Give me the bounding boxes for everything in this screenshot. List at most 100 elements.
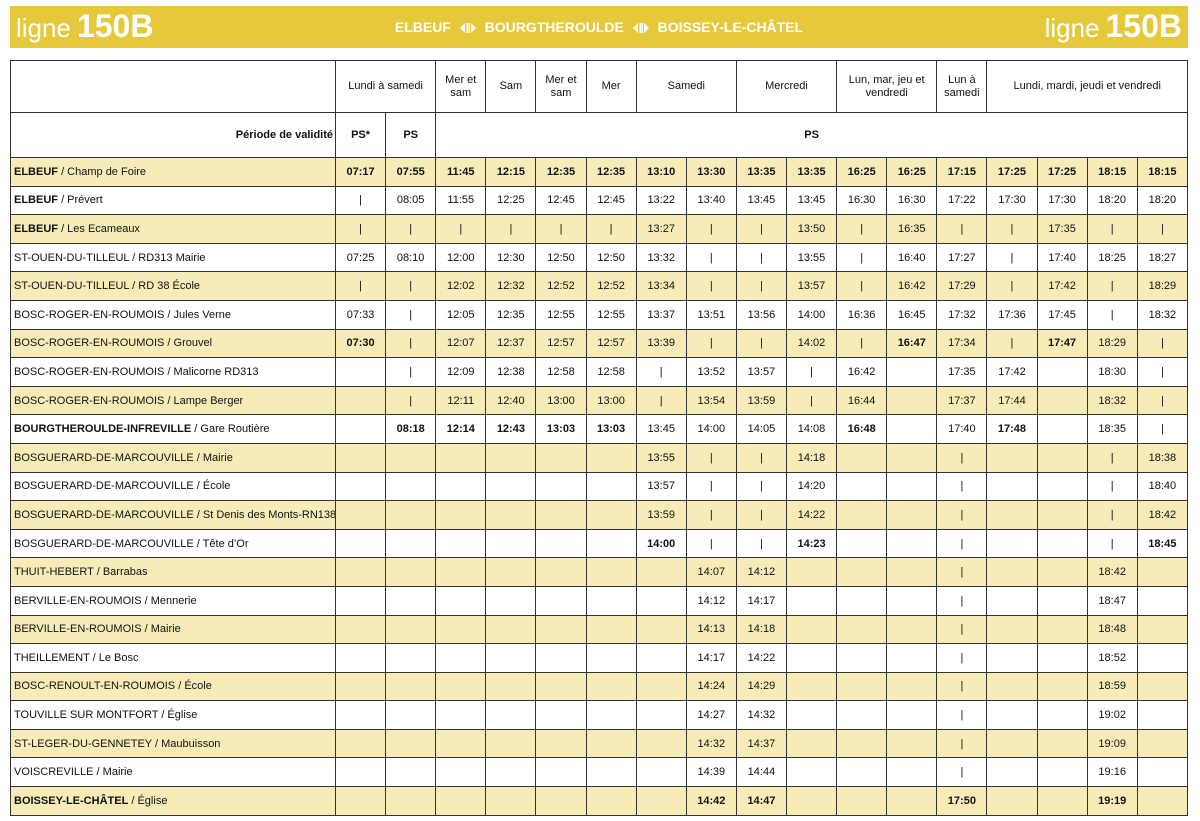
time-cell: [635, 728, 687, 759]
stop-cell: BOSGUERARD-DE-MARCOUVILLE / Tête d’Or: [10, 528, 336, 559]
town: BOSC-ROGER-EN-ROUMOIS: [14, 308, 165, 321]
time-cell: 12:09: [435, 357, 487, 387]
time-cell: [385, 471, 437, 502]
time-cell: [485, 442, 537, 473]
column-header: Mer: [585, 60, 637, 113]
time-cell: [785, 643, 838, 673]
time-cell: 17:27: [936, 242, 988, 273]
stop-row: BOSC-RENOULT-EN-ROUMOIS / École 14:24 14:2…: [10, 671, 1189, 702]
stop-cell: THEILLEMENT / Le Bosc: [10, 643, 336, 673]
stop-cell: BOSGUERARD-DE-MARCOUVILLE / Mairie: [10, 442, 336, 473]
time-cell: 13:34: [635, 271, 687, 301]
time-cell: 16:25: [836, 157, 888, 187]
time-cell: 18:42: [1136, 500, 1189, 530]
stop-name: / Mairie: [144, 623, 181, 636]
time-cell: |: [685, 242, 737, 273]
column-header: Sam: [485, 60, 537, 113]
time-cell: 12:30: [485, 242, 537, 273]
time-cell: [334, 414, 387, 444]
time-cell: |: [785, 385, 838, 416]
time-cell: 16:47: [886, 328, 938, 359]
time-cell: 17:36: [986, 299, 1038, 330]
time-cell: |: [986, 328, 1038, 359]
time-cell: [585, 786, 637, 816]
time-cell: 18:32: [1086, 385, 1138, 416]
route-stop: ELBEUF: [394, 19, 451, 35]
time-cell: 14:13: [685, 614, 737, 645]
town: BOSGUERARD-DE-MARCOUVILLE: [14, 537, 194, 550]
time-cell: 12:50: [535, 242, 587, 273]
time-cell: |: [685, 271, 737, 301]
time-cell: 13:03: [585, 414, 637, 444]
time-cell: 16:45: [886, 299, 938, 330]
time-cell: [986, 442, 1038, 473]
time-cell: |: [936, 442, 988, 473]
time-cell: [435, 757, 487, 788]
time-cell: [334, 585, 387, 616]
time-cell: 13:22: [635, 185, 687, 216]
time-cell: 13:51: [685, 299, 737, 330]
stop-name: / Mairie: [96, 766, 133, 779]
time-cell: [986, 728, 1038, 759]
time-cell: |: [936, 700, 988, 730]
town: BOSGUERARD-DE-MARCOUVILLE: [14, 451, 194, 464]
stop-cell: ST-OUEN-DU-TILLEUL / RD 38 École: [10, 271, 336, 301]
time-cell: 12:58: [535, 357, 587, 387]
time-cell: [986, 585, 1038, 616]
time-cell: 14:27: [685, 700, 737, 730]
time-cell: [435, 528, 487, 559]
time-cell: [435, 614, 487, 645]
stop-name: / Mairie: [196, 451, 233, 464]
stop-row: BOSGUERARD-DE-MARCOUVILLE / St Denis des…: [10, 500, 1189, 530]
time-cell: [886, 414, 938, 444]
line-word: ligne: [16, 13, 71, 43]
time-cell: [435, 442, 487, 473]
time-cell: [836, 786, 888, 816]
time-cell: [1036, 357, 1088, 387]
time-cell: |: [685, 500, 737, 530]
stop-cell: BOISSEY-LE-CHÂTEL / Église: [10, 786, 336, 816]
time-cell: 16:30: [886, 185, 938, 216]
time-cell: [535, 500, 587, 530]
time-cell: 18:45: [1136, 528, 1189, 559]
time-cell: |: [385, 299, 437, 330]
time-cell: [836, 700, 888, 730]
time-cell: [435, 500, 487, 530]
time-cell: 13:35: [785, 157, 838, 187]
time-cell: [485, 528, 537, 559]
time-cell: [836, 557, 888, 587]
time-cell: |: [535, 214, 587, 244]
time-cell: [1136, 585, 1189, 616]
time-cell: 18:52: [1086, 643, 1138, 673]
time-cell: [635, 614, 687, 645]
time-cell: 13:27: [635, 214, 687, 244]
stop-cell: BOSC-ROGER-EN-ROUMOIS / Lampe Berger: [10, 385, 336, 416]
time-cell: 18:48: [1086, 614, 1138, 645]
time-cell: [836, 500, 888, 530]
time-cell: 19:19: [1086, 786, 1138, 816]
time-cell: [986, 757, 1038, 788]
time-cell: [334, 557, 387, 587]
time-cell: [886, 385, 938, 416]
time-cell: 13:55: [635, 442, 687, 473]
town: BERVILLE-EN-ROUMOIS: [14, 623, 142, 636]
time-cell: 17:15: [936, 157, 988, 187]
time-cell: |: [1086, 299, 1138, 330]
time-cell: [334, 786, 387, 816]
stop-row: BOSC-ROGER-EN-ROUMOIS / Malicorne RD313 |…: [10, 357, 1189, 387]
time-cell: [535, 614, 587, 645]
time-cell: [836, 471, 888, 502]
time-cell: 14:20: [785, 471, 838, 502]
time-cell: 12:32: [485, 271, 537, 301]
time-cell: 18:38: [1136, 442, 1189, 473]
time-cell: 14:00: [635, 528, 687, 559]
time-cell: |: [334, 271, 387, 301]
stop-row: BERVILLE-EN-ROUMOIS / Mairie 14:13 14:18 | 1…: [10, 614, 1189, 645]
stop-cell: ST-OUEN-DU-TILLEUL / RD313 Mairie: [10, 242, 336, 273]
time-cell: 12:25: [485, 185, 537, 216]
time-cell: 08:18: [385, 414, 437, 444]
column-header: Mer et sam: [535, 60, 587, 113]
time-cell: [1136, 757, 1189, 788]
time-cell: 12:38: [485, 357, 537, 387]
time-cell: 17:34: [936, 328, 988, 359]
